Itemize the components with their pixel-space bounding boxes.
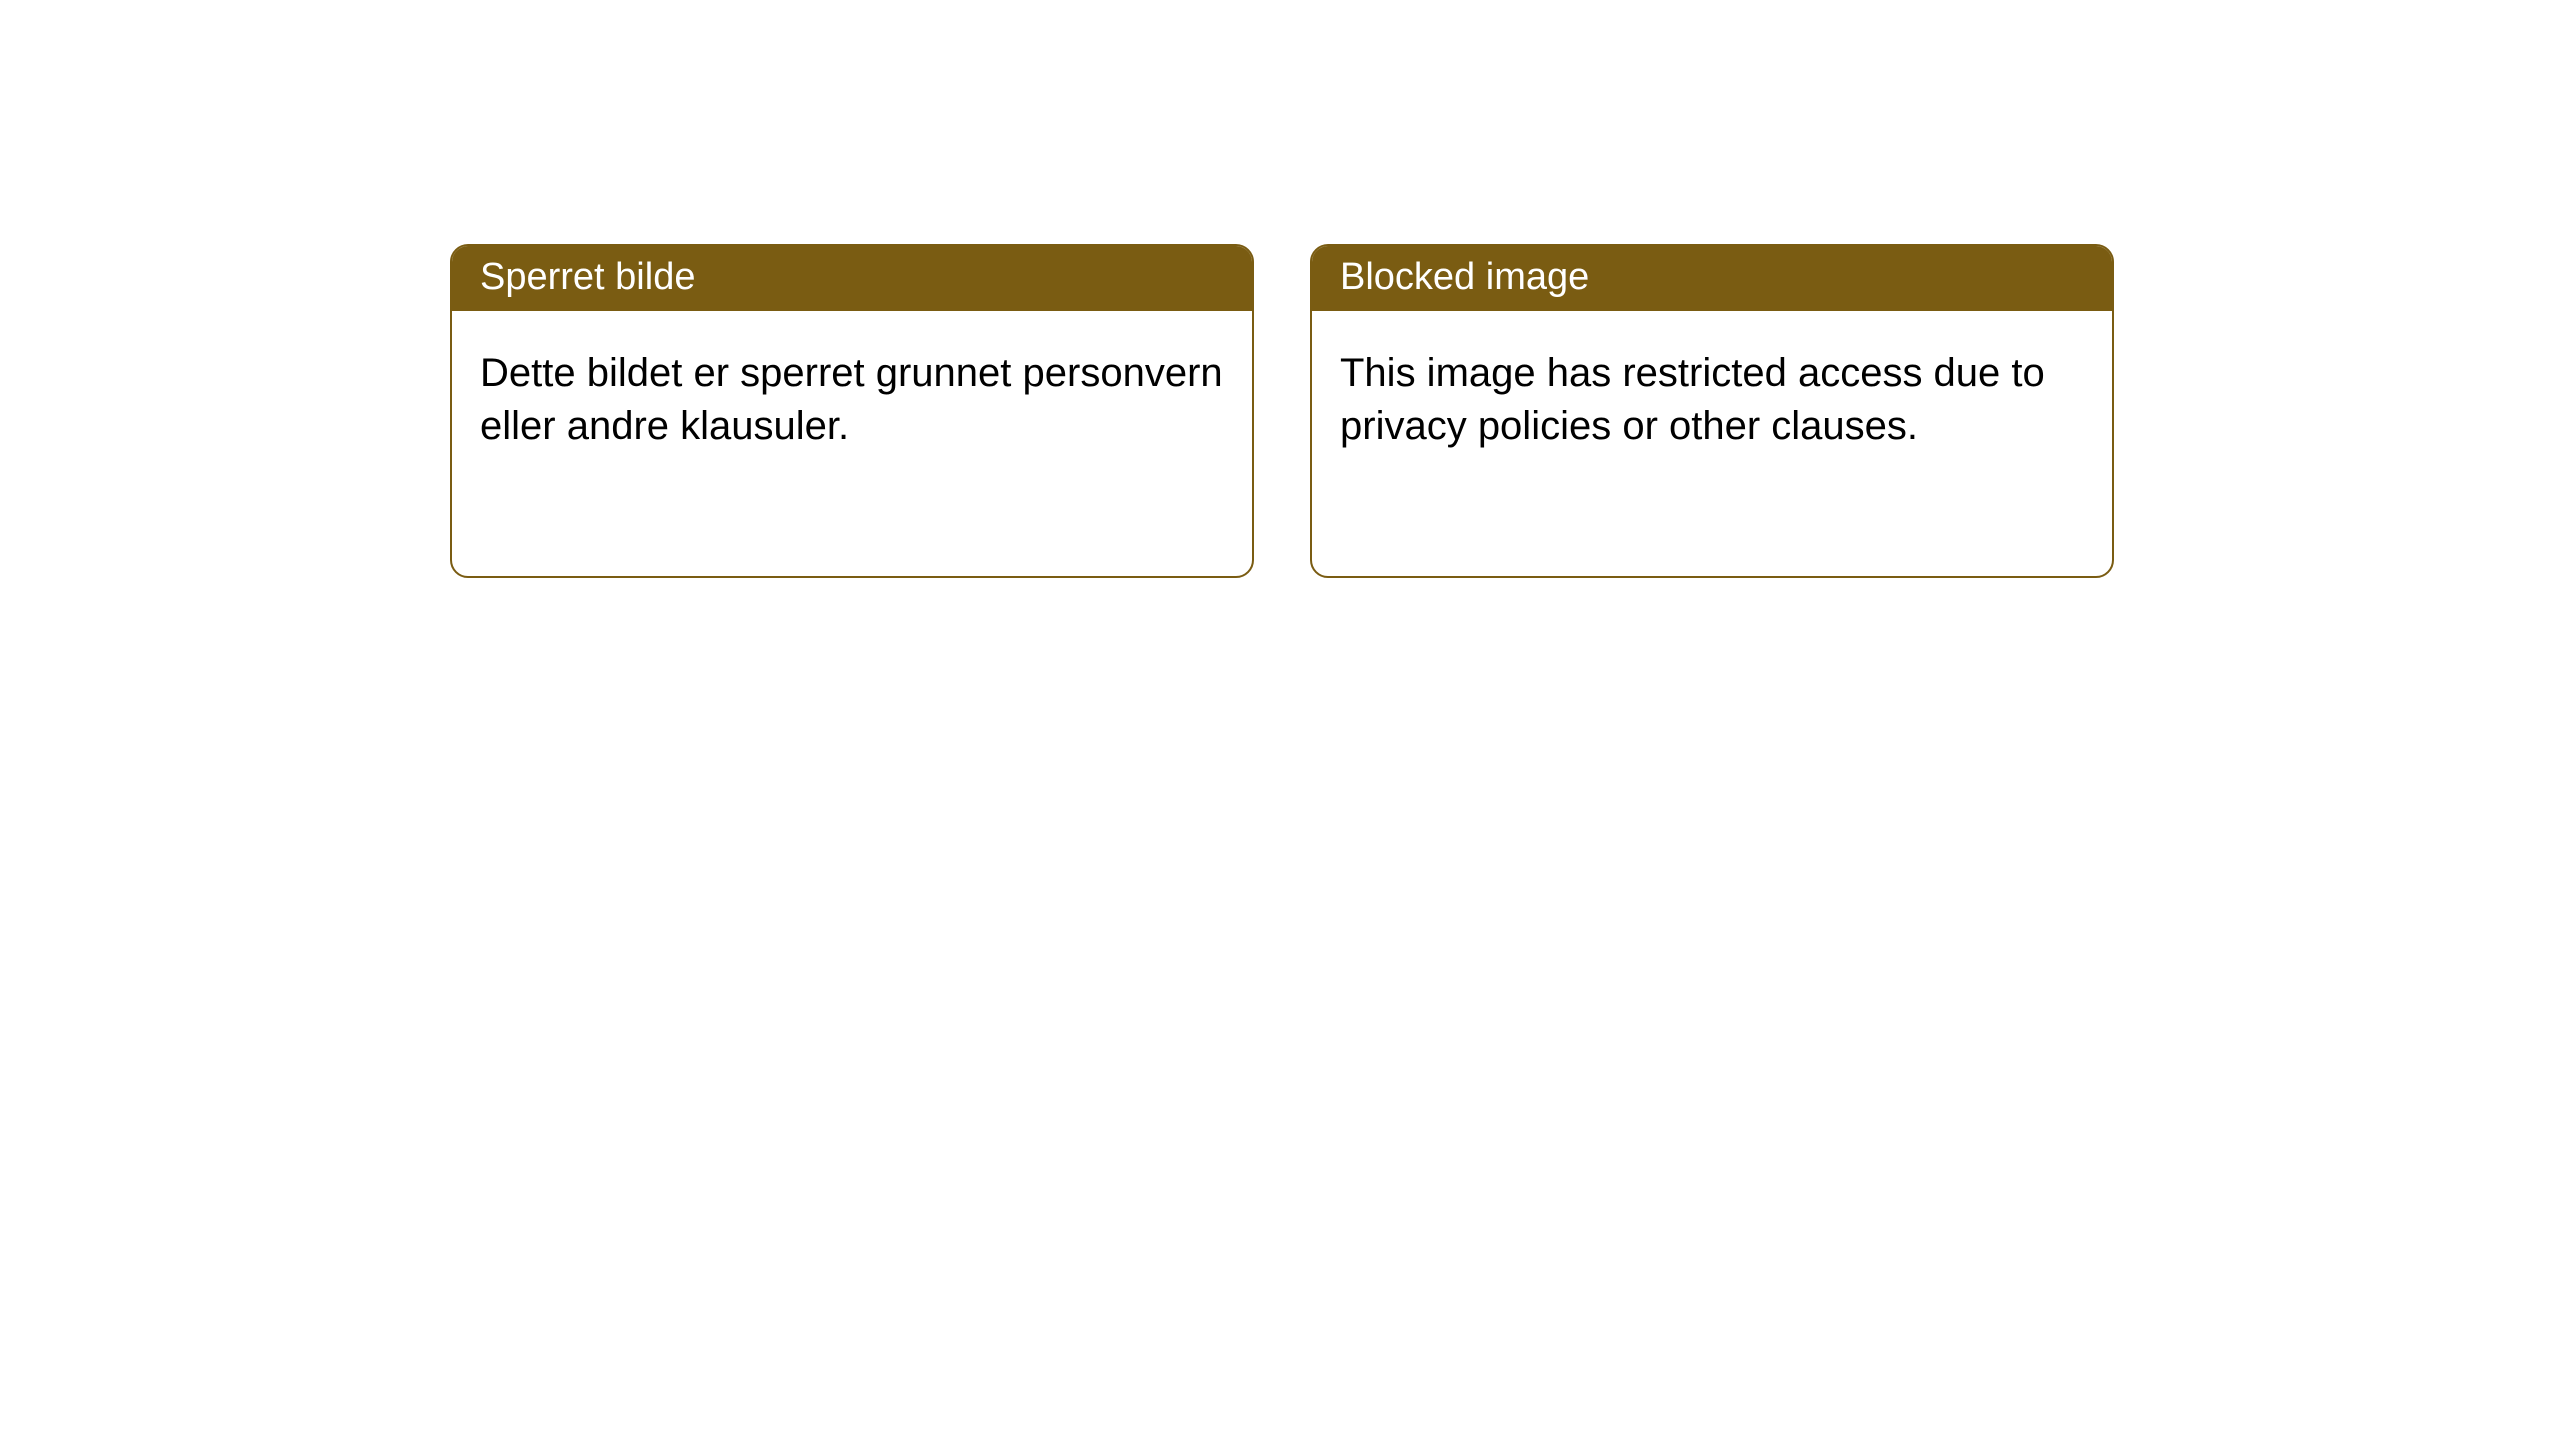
card-body-norwegian: Dette bildet er sperret grunnet personve…	[452, 311, 1252, 481]
blocked-image-card-norwegian: Sperret bilde Dette bildet er sperret gr…	[450, 244, 1254, 578]
card-title-english: Blocked image	[1312, 246, 2112, 311]
notice-container: Sperret bilde Dette bildet er sperret gr…	[0, 0, 2560, 578]
card-body-english: This image has restricted access due to …	[1312, 311, 2112, 481]
card-title-norwegian: Sperret bilde	[452, 246, 1252, 311]
blocked-image-card-english: Blocked image This image has restricted …	[1310, 244, 2114, 578]
